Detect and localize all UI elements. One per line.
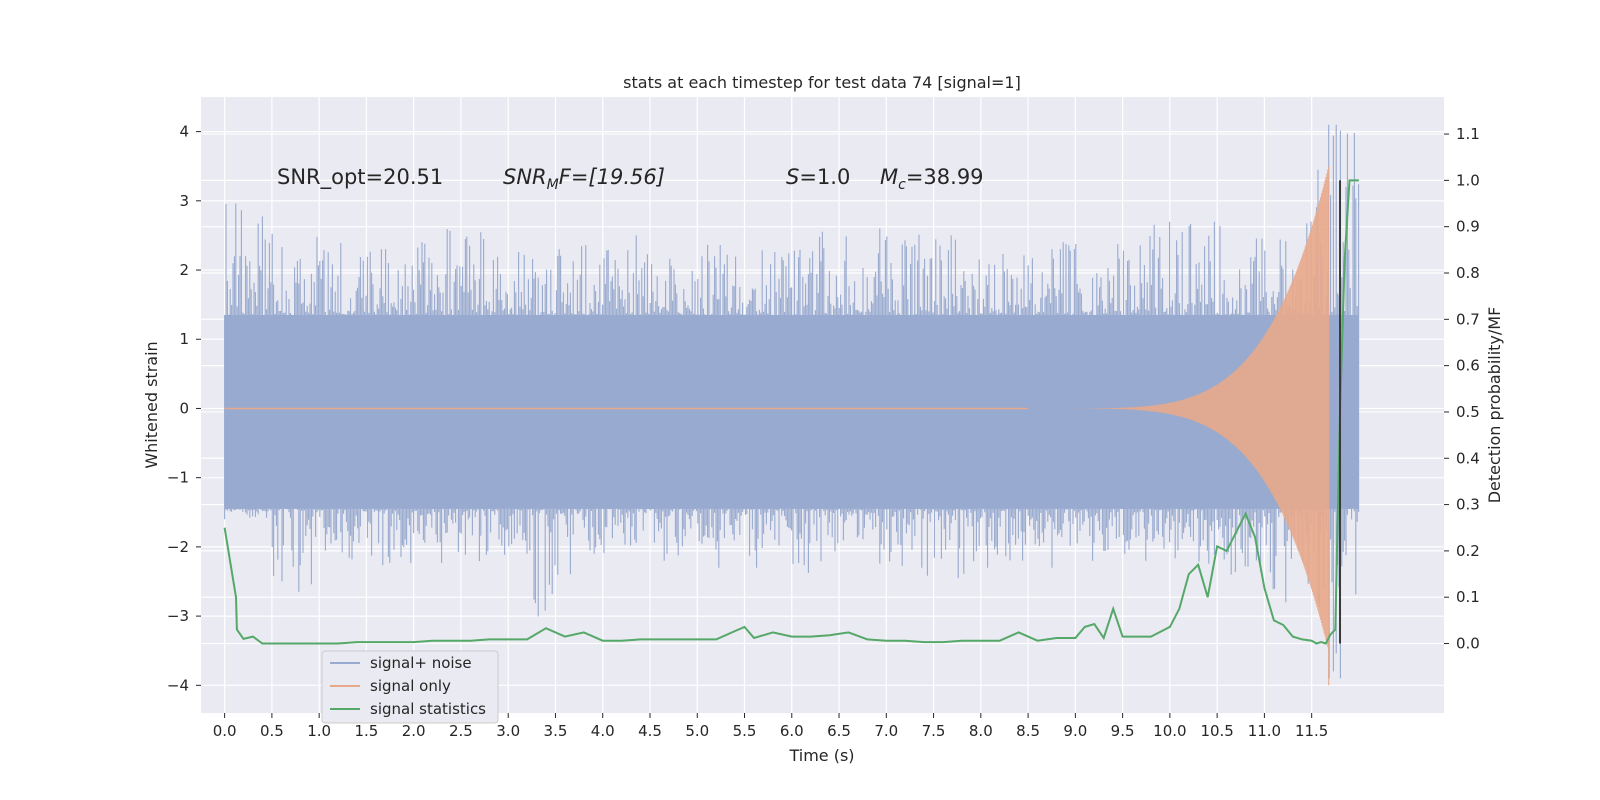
y-tick-label: 1 <box>179 330 189 348</box>
y2-tick-label: 0.2 <box>1456 542 1480 560</box>
y2-tick-label: 0.1 <box>1456 588 1480 606</box>
y2-tick-label: 0.0 <box>1456 635 1480 653</box>
y2-tick-label: 0.5 <box>1456 403 1480 421</box>
y-axis-label: Whitened strain <box>142 341 161 468</box>
y2-tick-label: 0.7 <box>1456 310 1480 328</box>
y-tick-label: 2 <box>179 261 189 279</box>
y2-axis-ticks: 1.1 1.0 0.9 0.8 0.7 0.6 0.5 0.4 0.3 0.2 0.1 0.0 <box>1444 125 1480 653</box>
x-tick-label: 9.5 <box>1111 722 1135 740</box>
x-tick-label: 1.0 <box>307 722 331 740</box>
legend-box <box>321 650 499 724</box>
x-tick-label: 10.0 <box>1153 722 1186 740</box>
x-tick-label: 11.0 <box>1248 722 1281 740</box>
x-tick-label: 0.5 <box>260 722 284 740</box>
x-axis-label: Time (s) <box>788 746 854 765</box>
signal-chirp <box>1068 166 1330 686</box>
y-tick-label: −4 <box>167 676 189 694</box>
y2-tick-label: 0.3 <box>1456 496 1480 514</box>
y-axis-ticks: 4 3 2 1 0 −1 −2 −3 −4 <box>167 123 201 694</box>
legend-label-signal-noise: signal+ noise <box>370 654 472 672</box>
x-tick-label: 8.5 <box>1016 722 1040 740</box>
y-tick-label: 4 <box>179 123 189 141</box>
y2-tick-label: 0.8 <box>1456 264 1480 282</box>
x-tick-label: 8.0 <box>969 722 993 740</box>
x-tick-label: 5.5 <box>733 722 757 740</box>
annotation-snr-mf: SNRMF=[19.56] <box>503 165 665 193</box>
x-tick-label: 0.0 <box>213 722 237 740</box>
x-tick-label: 7.0 <box>874 722 898 740</box>
y-tick-label: −3 <box>167 607 189 625</box>
annotation-mc: Mc=38.99 <box>880 165 984 193</box>
y-tick-label: −1 <box>167 469 189 487</box>
y2-tick-label: 0.9 <box>1456 218 1480 236</box>
y-tick-label: 0 <box>179 399 189 417</box>
x-tick-label: 7.5 <box>922 722 946 740</box>
series-signal-only <box>224 166 1330 686</box>
legend-label-signal-only: signal only <box>370 677 451 695</box>
x-tick-label: 6.5 <box>827 722 851 740</box>
x-tick-label: 3.5 <box>544 722 568 740</box>
x-axis-ticks: 0.0 0.5 1.0 1.5 2.0 2.5 3.0 3.5 4.0 4.5 5.0 5.5 6.0 6… <box>213 713 1328 740</box>
x-tick-label: 6.0 <box>780 722 804 740</box>
y2-tick-label: 0.6 <box>1456 357 1480 375</box>
x-tick-label: 11.5 <box>1295 722 1328 740</box>
x-tick-label: 4.0 <box>591 722 615 740</box>
x-tick-label: 2.0 <box>402 722 426 740</box>
x-tick-label: 3.0 <box>496 722 520 740</box>
series-signal-statistics <box>223 179 1359 645</box>
legend: signal+ noise signal only signal statist… <box>321 650 499 724</box>
y-tick-label: −2 <box>167 538 189 556</box>
chart-title: stats at each timestep for test data 74 … <box>623 73 1021 92</box>
y2-tick-label: 1.0 <box>1456 171 1480 189</box>
y2-tick-label: 0.4 <box>1456 449 1480 467</box>
annotation-s: S=1.0 <box>786 165 850 189</box>
x-tick-label: 4.5 <box>638 722 662 740</box>
y2-tick-label: 1.1 <box>1456 125 1480 143</box>
stats-line <box>223 179 1359 645</box>
y2-axis-label: Detection probability/MF <box>1485 307 1504 504</box>
x-tick-label: 9.0 <box>1063 722 1087 740</box>
x-tick-label: 5.0 <box>685 722 709 740</box>
legend-label-signal-statistics: signal statistics <box>370 700 486 718</box>
y-tick-label: 3 <box>179 192 189 210</box>
data-series <box>223 124 1360 686</box>
x-tick-label: 2.5 <box>449 722 473 740</box>
x-tick-label: 10.5 <box>1200 722 1233 740</box>
x-tick-label: 1.5 <box>354 722 378 740</box>
annotation-snr-opt: SNR_opt=20.51 <box>277 165 443 190</box>
